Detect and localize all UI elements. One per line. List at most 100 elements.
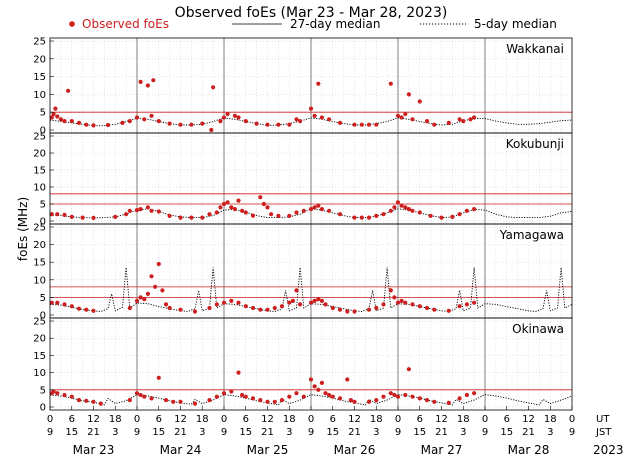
observed-point — [127, 119, 132, 124]
observed-point — [424, 305, 430, 311]
legend: Observed foEs 27-day median 5-day median — [69, 17, 557, 31]
ut-tick-label: 18 — [283, 414, 296, 425]
observed-point — [464, 392, 469, 398]
ut-tick-label: 0 — [569, 414, 575, 425]
observed-point — [243, 394, 248, 399]
observed-point — [272, 305, 277, 311]
observed-point — [330, 394, 335, 399]
observed-point — [178, 215, 183, 220]
observed-point — [250, 396, 256, 401]
legend-observed-marker — [69, 21, 75, 27]
ut-tick-label: 18 — [196, 414, 209, 425]
observed-point — [337, 396, 343, 401]
observed-point — [84, 122, 89, 127]
observed-point — [178, 307, 183, 312]
ut-tick-label: 6 — [243, 414, 249, 425]
jst-tick-label: 3 — [460, 427, 466, 438]
observed-point — [265, 205, 270, 210]
observed-point — [167, 213, 172, 218]
observed-point — [49, 115, 54, 120]
observed-point — [432, 307, 437, 312]
legend-observed-label: Observed foEs — [82, 17, 169, 31]
jst-tick-label: 3 — [286, 427, 292, 438]
y-tick-label: 0 — [40, 126, 46, 137]
observed-point — [138, 295, 143, 300]
observed-point — [163, 302, 169, 307]
observed-point — [352, 215, 357, 220]
ut-tick-label: 6 — [156, 414, 162, 425]
observed-point — [287, 394, 292, 399]
ut-tick-label: 0 — [221, 414, 227, 425]
observed-point — [399, 115, 404, 120]
observed-point — [308, 207, 314, 212]
y-tick-label: 5 — [40, 385, 46, 396]
observed-point — [218, 119, 223, 124]
y-axis-label: foEs (MHz) — [16, 197, 30, 261]
observed-point — [403, 392, 408, 398]
observed-point — [69, 214, 74, 219]
observed-point — [138, 392, 143, 398]
observed-point — [290, 298, 295, 303]
observed-point — [279, 398, 285, 403]
observed-point — [301, 208, 306, 213]
observed-point — [127, 305, 132, 311]
observed-point — [149, 274, 154, 279]
ut-tick-label: 12 — [174, 414, 187, 425]
observed-point — [91, 308, 96, 313]
observed-point — [69, 394, 74, 399]
observed-point — [55, 391, 60, 396]
observed-point — [156, 261, 161, 267]
panel-yamagawa: 0 5 10 15 20 25 Yamagawa — [33, 223, 573, 322]
observed-point — [225, 111, 230, 117]
jst-tick-label: 3 — [199, 427, 205, 438]
observed-point — [214, 302, 219, 307]
ut-tick-label: 18 — [544, 414, 557, 425]
observed-point — [345, 377, 350, 382]
observed-point — [403, 205, 408, 210]
observed-point — [269, 212, 274, 217]
observed-point — [91, 399, 96, 404]
observed-point — [69, 119, 74, 124]
observed-point — [366, 122, 372, 127]
observed-point — [395, 113, 401, 118]
observed-point — [417, 99, 422, 104]
observed-point — [261, 201, 266, 207]
observed-point — [209, 127, 214, 133]
observed-point — [366, 215, 372, 220]
jst-label: JST — [595, 427, 612, 438]
observed-point — [207, 398, 212, 403]
ut-tick-label: 18 — [370, 414, 383, 425]
observed-point — [327, 208, 332, 213]
observed-point — [160, 288, 165, 293]
station-name: Okinawa — [512, 322, 564, 336]
observed-point — [138, 79, 143, 84]
observed-point — [374, 213, 379, 218]
observed-point — [236, 300, 241, 305]
observed-point — [62, 212, 67, 217]
y-tick-label: 5 — [40, 200, 46, 211]
observed-point — [142, 297, 147, 302]
observed-point — [348, 398, 353, 403]
observed-point — [258, 398, 263, 403]
observed-point — [229, 389, 234, 394]
observed-point — [134, 391, 140, 396]
observed-point — [337, 120, 343, 125]
y-tick-label: 15 — [33, 351, 46, 362]
observed-point — [316, 81, 321, 86]
observed-point — [294, 391, 299, 396]
median-5day-line — [49, 394, 573, 406]
observed-point — [319, 115, 324, 120]
observed-point — [319, 298, 324, 303]
observed-point — [457, 304, 462, 309]
observed-point — [232, 113, 237, 118]
ut-tick-label: 12 — [261, 414, 274, 425]
day-label: Mar 23 — [73, 443, 115, 457]
jst-tick-label: 3 — [547, 427, 553, 438]
y-tick-label: 10 — [33, 90, 46, 101]
observed-point — [457, 117, 462, 122]
observed-point — [374, 305, 379, 311]
observed-point — [221, 201, 227, 207]
jst-tick-label: 15 — [239, 427, 252, 438]
observed-point — [76, 120, 82, 125]
jst-tick-label: 21 — [174, 427, 187, 438]
